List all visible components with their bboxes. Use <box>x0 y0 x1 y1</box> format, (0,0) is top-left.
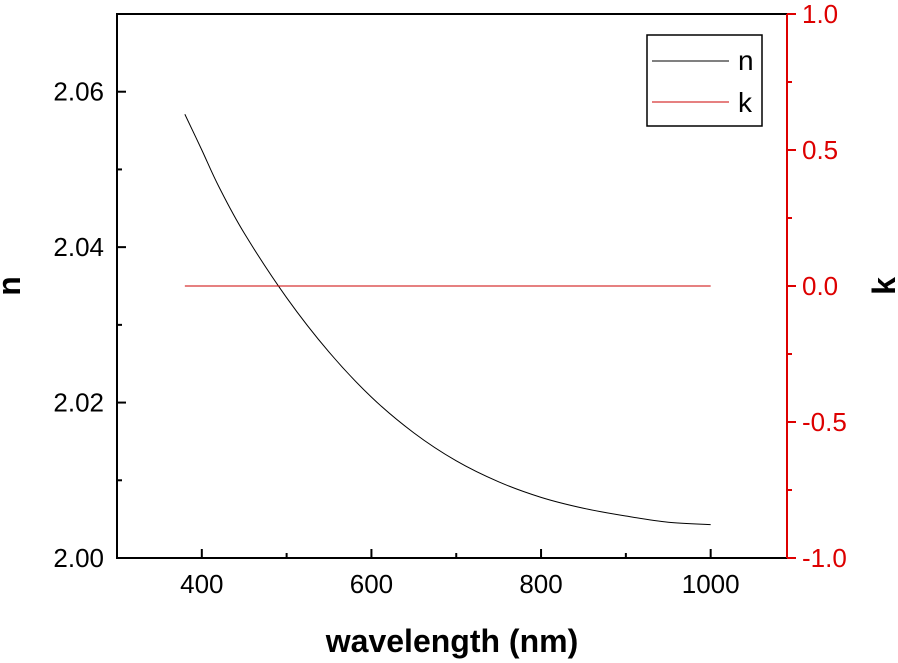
x-tick-label: 400 <box>180 569 223 599</box>
y-left-tick-label: 2.04 <box>53 232 104 262</box>
series-line-n <box>184 114 711 526</box>
x-tick-label: 600 <box>350 569 393 599</box>
y-left-axis-ticks: 2.00 2.02 2.04 2.06 <box>53 77 126 573</box>
x-tick-label: 800 <box>519 569 562 599</box>
y-left-tick-label: 2.02 <box>53 388 104 418</box>
legend: n k <box>646 34 763 127</box>
x-axis-ticks: 400 600 800 1000 <box>180 549 740 599</box>
y-left-tick-label: 2.06 <box>53 77 104 107</box>
y-right-axis-ticks: -1.0 -0.5 0.0 0.5 1.0 <box>787 0 847 573</box>
y-left-axis-title: n <box>0 276 27 296</box>
y-left-tick-label: 2.00 <box>53 543 104 573</box>
y-right-tick-label: 1.0 <box>802 0 838 29</box>
y-right-tick-label: 0.0 <box>802 271 838 301</box>
legend-label-n: n <box>738 45 754 76</box>
legend-label-k: k <box>738 87 753 118</box>
y-right-tick-label: -0.5 <box>802 407 847 437</box>
series-layer <box>184 114 711 526</box>
x-tick-label: 1000 <box>682 569 740 599</box>
y-right-tick-label: 0.5 <box>802 135 838 165</box>
y-right-tick-label: -1.0 <box>802 543 847 573</box>
x-axis-title: wavelength (nm) <box>325 623 578 659</box>
legend-box <box>646 34 763 127</box>
y-right-axis-title: k <box>866 277 898 295</box>
